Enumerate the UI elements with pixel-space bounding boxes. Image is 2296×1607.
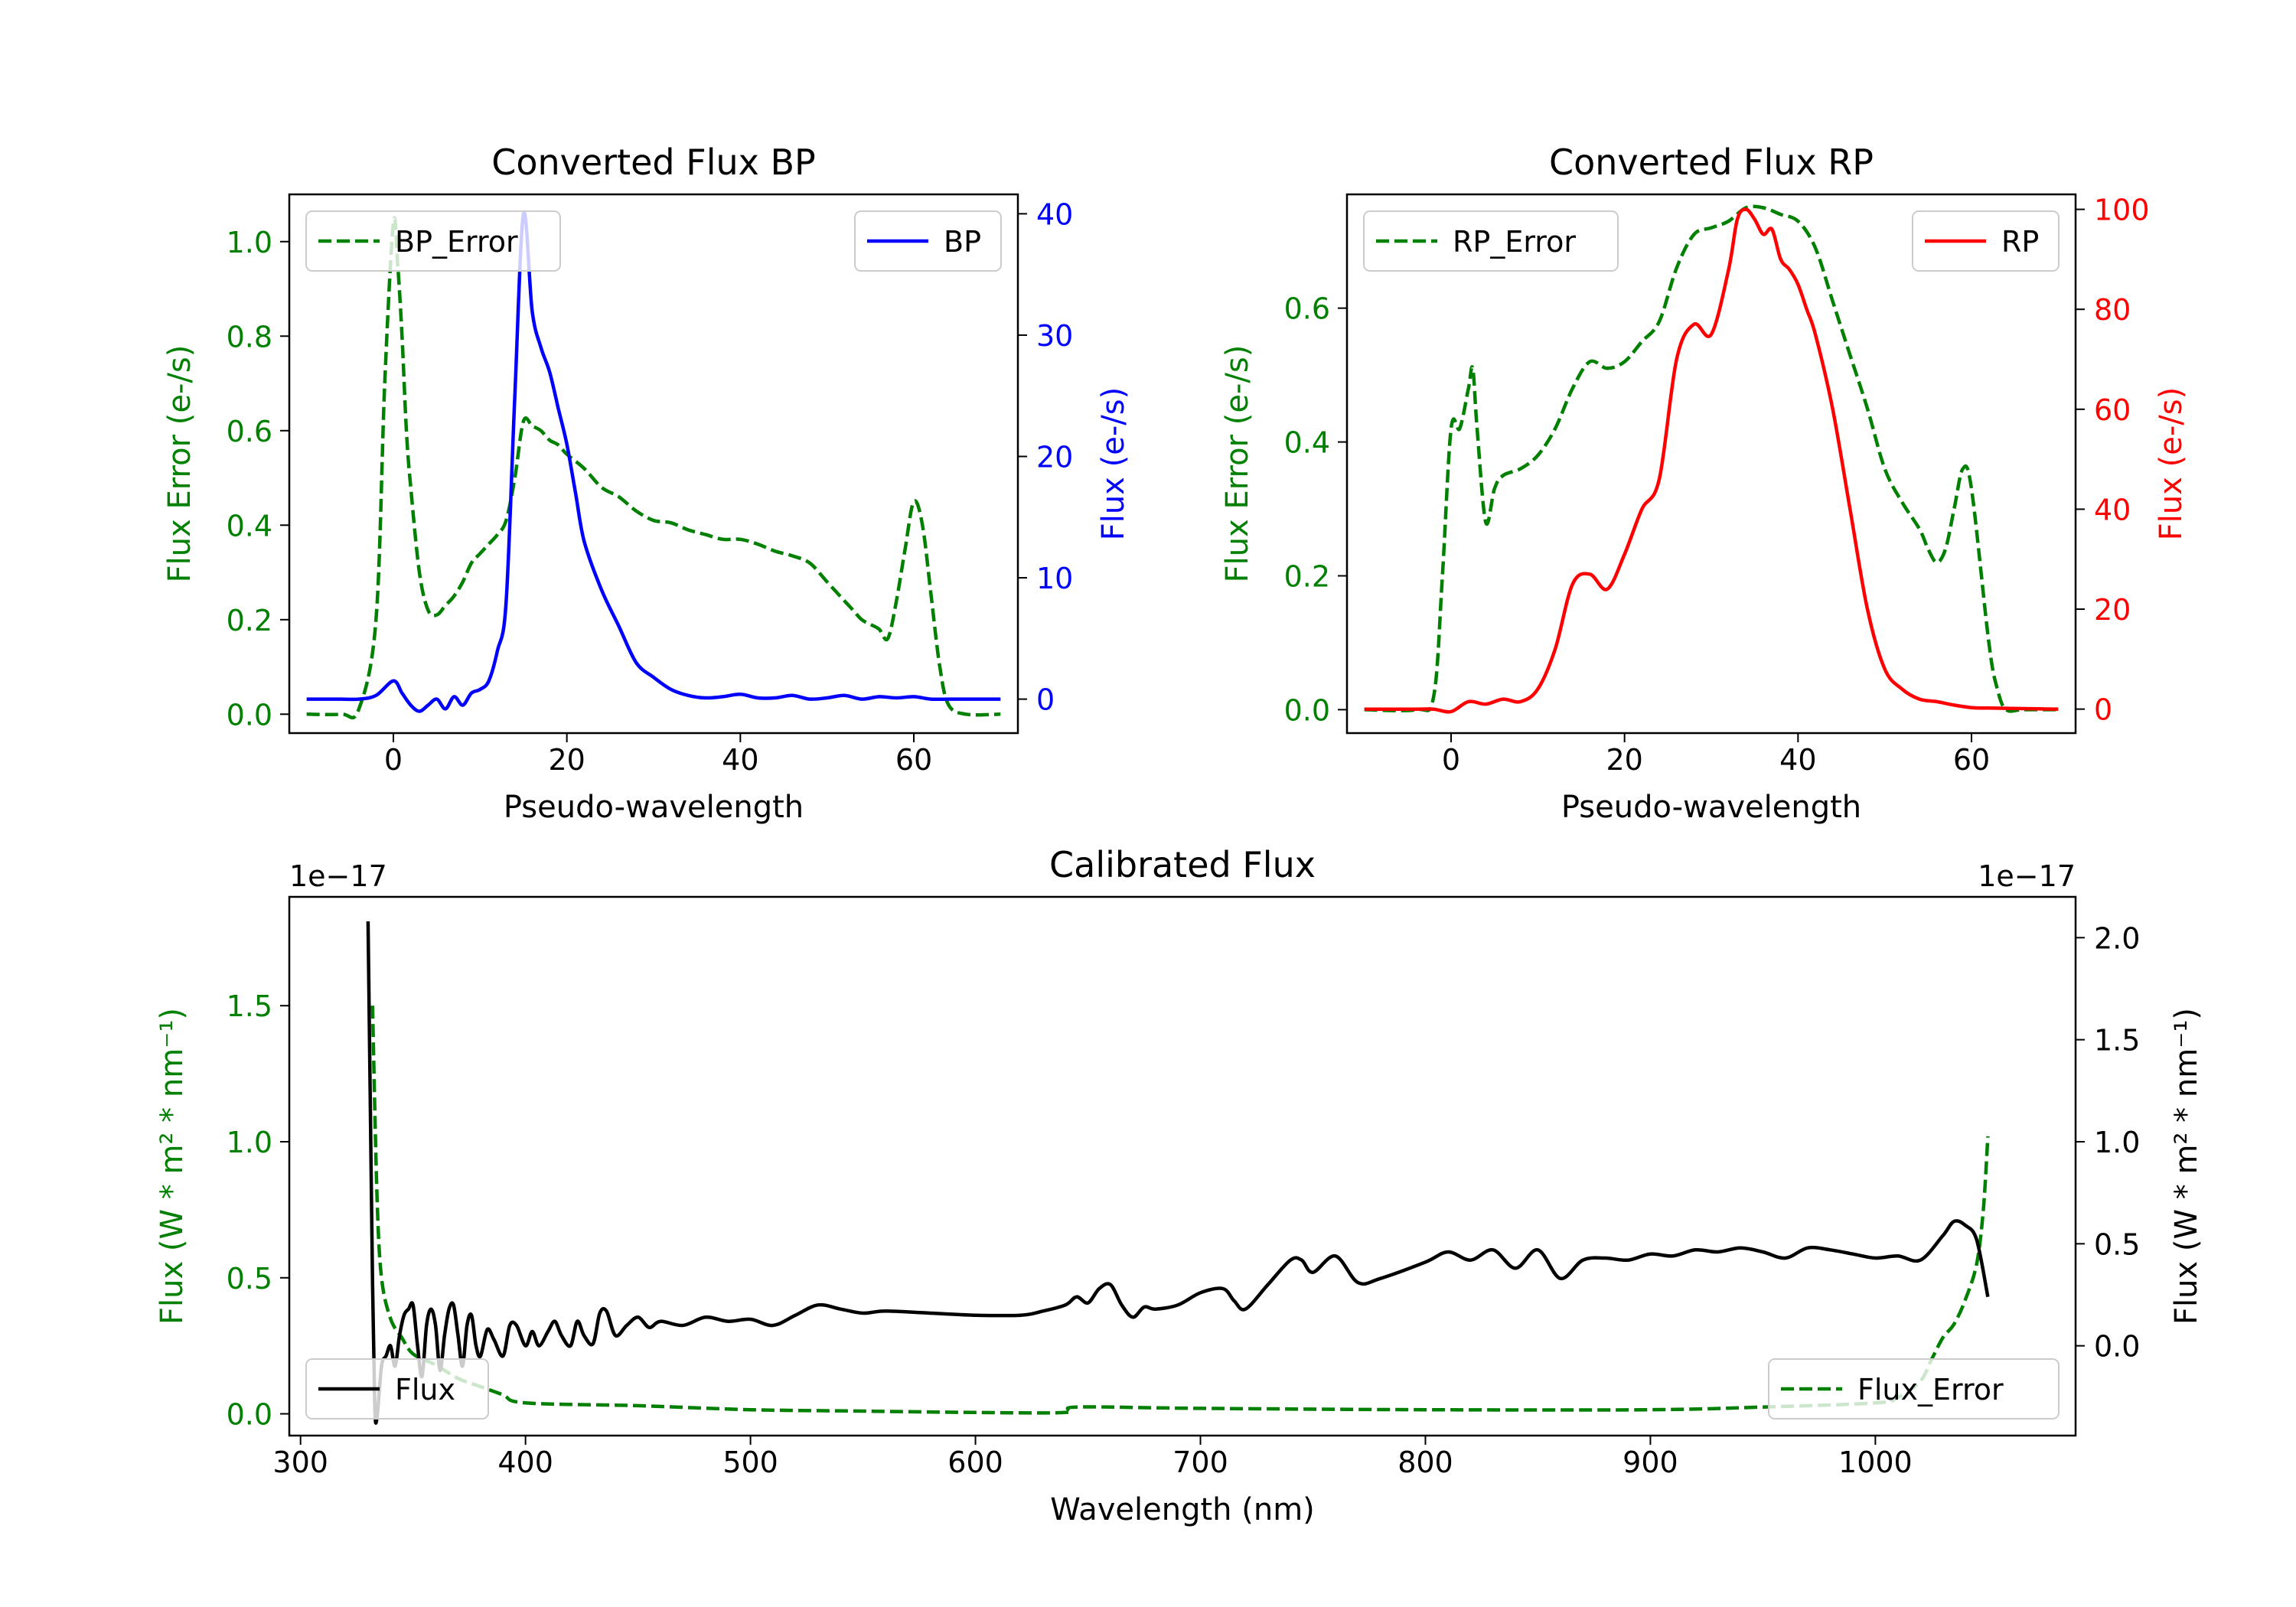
x-tick-label: 20 xyxy=(1606,743,1642,777)
right-offset-text: 1e−17 xyxy=(1978,859,2076,893)
x-tick-label: 700 xyxy=(1172,1446,1228,1479)
legend-rp: RP xyxy=(1912,210,2060,272)
left-y-tick-label: 0.5 xyxy=(227,1262,272,1296)
legend-rp-error: RP_Error xyxy=(1363,210,1619,272)
chart-cal: 300 400 500 600 700 800 900 1000 Wavelength (nm)… xyxy=(155,844,2204,1527)
x-tick-label: 400 xyxy=(497,1446,553,1479)
x-axis-label: Pseudo-wavelength xyxy=(1561,790,1861,825)
left-y-tick-label: 0.4 xyxy=(227,509,272,543)
x-tick-label: 40 xyxy=(722,743,758,777)
legend-box xyxy=(305,1358,489,1420)
left-y-tick-label: 0.0 xyxy=(227,1398,272,1432)
right-y-tick-label: 2.0 xyxy=(2094,921,2140,955)
left-y-tick-label: 1.0 xyxy=(227,226,272,259)
legend-label: BP_Error xyxy=(395,225,518,259)
x-tick-label: 60 xyxy=(1953,743,1990,777)
chart-title: Converted Flux BP xyxy=(491,142,816,183)
chart-bp: 0 20 40 60 Pseudo-wavelength 0.0 0.2 0.4 0.6 0.8 1… xyxy=(162,142,1131,825)
legend-label: RP xyxy=(2001,225,2039,259)
right-y-tick-label: 20 xyxy=(2094,593,2131,627)
x-tick-label: 60 xyxy=(895,743,932,777)
x-tick-label: 1000 xyxy=(1838,1446,1913,1479)
left-y-tick-label: 0.6 xyxy=(1284,292,1330,326)
right-y-tick-label: 0 xyxy=(2094,693,2112,727)
left-y-tick-label: 0.2 xyxy=(227,604,272,637)
series-line-flux-error xyxy=(370,1006,1990,1415)
x-tick-label: 900 xyxy=(1623,1446,1678,1479)
left-y-tick-label: 1.0 xyxy=(227,1126,272,1159)
right-y-tick-label: 10 xyxy=(1036,562,1073,595)
plot-frame xyxy=(1345,193,2077,735)
x-tick-label: 0 xyxy=(384,743,403,777)
right-y-tick-label: 0.0 xyxy=(2094,1330,2140,1364)
right-y-tick-label: 20 xyxy=(1036,440,1073,474)
plot-frame xyxy=(288,895,2077,1437)
x-axis-label: Pseudo-wavelength xyxy=(504,790,804,825)
x-tick-label: 300 xyxy=(272,1446,328,1479)
right-y-axis-label: Flux (W * m² * nm⁻¹) xyxy=(2169,1008,2204,1325)
right-y-tick-label: 30 xyxy=(1036,319,1073,353)
legend-label: Flux_Error xyxy=(1857,1373,2004,1407)
right-y-tick-label: 0 xyxy=(1036,683,1055,717)
series-line-bp xyxy=(306,210,1001,713)
x-tick-label: 800 xyxy=(1397,1446,1453,1479)
series-line-rp-error xyxy=(1364,204,2059,713)
left-y-tick-label: 1.5 xyxy=(227,989,272,1023)
right-y-axis-label: Flux (e-/s) xyxy=(1096,387,1131,540)
legend-label: BP xyxy=(944,225,981,259)
right-y-tick-label: 80 xyxy=(2094,293,2131,327)
x-axis-label: Wavelength (nm) xyxy=(1050,1492,1315,1527)
chart-rp: 0 20 40 60 Pseudo-wavelength 0.0 0.2 0.4 0.6 0 20 4… xyxy=(1220,142,2189,825)
legend-flux-error: Flux_Error xyxy=(1768,1358,2060,1420)
series-line-flux xyxy=(366,921,1990,1425)
series-line-bp-error xyxy=(306,216,1001,720)
left-y-axis-label: Flux Error (e-/s) xyxy=(162,345,197,583)
legend-box xyxy=(305,210,561,272)
legend-bp-error: BP_Error xyxy=(305,210,561,272)
legend-label: RP_Error xyxy=(1453,225,1576,259)
left-y-axis-label: Flux (W * m² * nm⁻¹) xyxy=(155,1008,190,1325)
right-y-tick-label: 60 xyxy=(2094,393,2131,427)
right-y-tick-label: 40 xyxy=(1036,197,1073,231)
right-y-tick-label: 1.5 xyxy=(2094,1024,2140,1058)
left-y-tick-label: 0.0 xyxy=(1284,693,1330,727)
left-offset-text: 1e−17 xyxy=(289,859,387,893)
legend-box xyxy=(1768,1358,2060,1420)
right-y-tick-label: 1.0 xyxy=(2094,1126,2140,1159)
chart-title: Converted Flux RP xyxy=(1549,142,1874,183)
legend-bp: BP xyxy=(854,210,1002,272)
chart-title: Calibrated Flux xyxy=(1049,844,1316,885)
legend-flux: Flux xyxy=(305,1358,489,1420)
left-y-tick-label: 0.6 xyxy=(227,415,272,448)
x-tick-label: 600 xyxy=(947,1446,1003,1479)
left-y-tick-label: 0.8 xyxy=(227,320,272,354)
left-y-tick-label: 0.4 xyxy=(1284,426,1330,460)
x-tick-label: 40 xyxy=(1779,743,1816,777)
right-y-tick-label: 0.5 xyxy=(2094,1227,2140,1261)
x-tick-label: 0 xyxy=(1442,743,1460,777)
legend-label: Flux xyxy=(395,1373,455,1407)
x-tick-label: 20 xyxy=(548,743,585,777)
x-tick-label: 500 xyxy=(722,1446,778,1479)
legend-box xyxy=(1363,210,1619,272)
right-y-axis-label: Flux (e-/s) xyxy=(2154,387,2189,540)
right-y-tick-label: 100 xyxy=(2094,194,2150,227)
series-line-rp xyxy=(1364,207,2059,714)
right-y-tick-label: 40 xyxy=(2094,493,2131,526)
left-y-tick-label: 0.2 xyxy=(1284,559,1330,593)
left-y-axis-label: Flux Error (e-/s) xyxy=(1220,345,1255,583)
plot-frame xyxy=(288,193,1019,735)
left-y-tick-label: 0.0 xyxy=(227,698,272,732)
